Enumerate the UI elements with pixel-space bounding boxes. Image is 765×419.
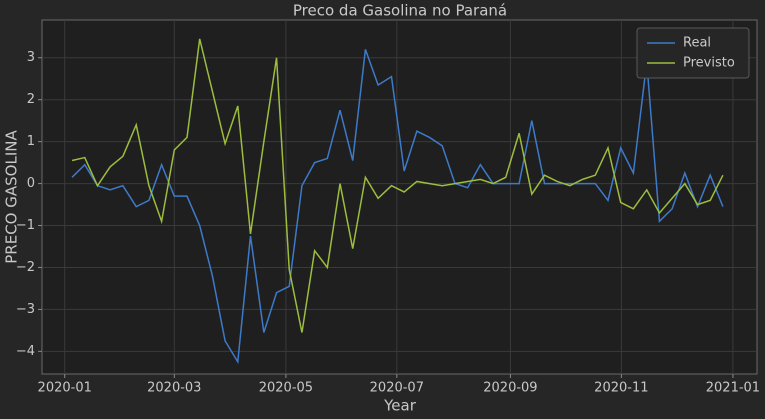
- x-axis-label: Year: [383, 397, 417, 415]
- y-axis-label: PRECO GASOLINA: [3, 130, 21, 264]
- y-tick-label: 2: [27, 92, 35, 107]
- x-tick-label: 2020-11: [594, 381, 648, 396]
- y-tick-label: −3: [16, 302, 35, 317]
- plot-area: [41, 19, 758, 375]
- y-tick-label: −4: [16, 344, 35, 359]
- y-tick-label: 1: [27, 134, 35, 149]
- legend-label: Previsto: [683, 56, 735, 71]
- legend-label: Real: [683, 36, 711, 51]
- legend-box: [636, 27, 750, 79]
- x-tick-label: 2020-05: [259, 381, 313, 396]
- x-tick-label: 2020-09: [483, 381, 537, 396]
- x-tick-label: 2020-07: [370, 381, 424, 396]
- y-tick-label: −2: [16, 260, 35, 275]
- line-series: [71, 38, 724, 333]
- x-tick-label: 2020-01: [38, 381, 92, 396]
- y-tick-label: 0: [27, 176, 35, 191]
- y-tick-label: 3: [27, 50, 35, 65]
- y-tick-label: −1: [16, 218, 35, 233]
- chart-title: Preco da Gasolina no Paraná: [293, 2, 507, 20]
- x-tick-label: 2021-01: [706, 381, 760, 396]
- x-tick-label: 2020-03: [147, 381, 201, 396]
